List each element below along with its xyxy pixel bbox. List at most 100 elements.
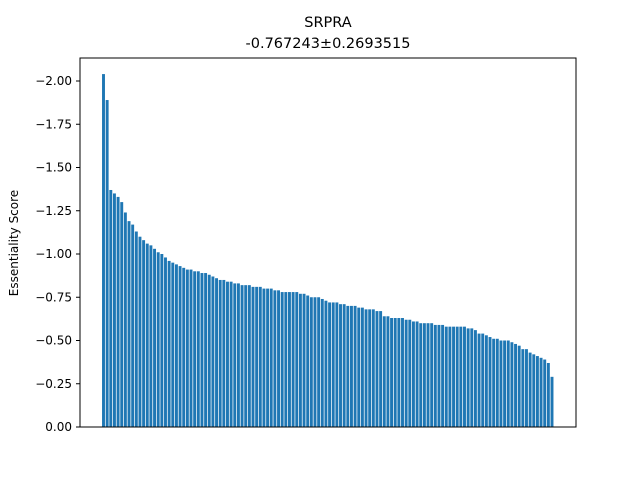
bar <box>215 278 218 427</box>
bar <box>142 240 146 427</box>
chart-subtitle: -0.767243±0.2693515 <box>246 36 411 52</box>
bar <box>455 326 459 427</box>
bar <box>174 264 178 427</box>
bar <box>342 304 346 427</box>
bar <box>320 298 324 427</box>
y-tick-label: −2.00 <box>35 74 72 88</box>
bar <box>277 290 280 427</box>
bar <box>226 281 229 427</box>
bar <box>244 285 248 427</box>
bar <box>288 292 291 427</box>
bar <box>470 328 474 427</box>
bar <box>222 279 226 427</box>
y-axis: 0.00 −0.25 −0.50 −0.75 −1.00 −1.25 −1.50 −1.75 −… <box>35 74 80 434</box>
bar <box>149 245 153 427</box>
bar <box>309 297 313 427</box>
bar <box>521 349 525 427</box>
bar <box>153 248 157 427</box>
bar <box>379 311 383 427</box>
bar <box>298 293 302 427</box>
bar <box>401 318 404 427</box>
bar <box>233 283 237 427</box>
bar <box>422 323 426 427</box>
bar <box>481 333 485 427</box>
bar <box>382 316 386 427</box>
y-tick-label: −0.25 <box>35 377 72 391</box>
bar <box>517 345 521 427</box>
bar <box>262 288 266 427</box>
y-tick-label: 0.00 <box>45 420 72 434</box>
bar <box>499 340 503 427</box>
bar <box>200 273 204 427</box>
bar <box>255 286 259 427</box>
bar <box>189 269 193 427</box>
bar <box>123 212 127 427</box>
bar <box>532 354 536 427</box>
bar <box>229 281 233 427</box>
bar <box>415 321 419 427</box>
bar <box>236 283 240 427</box>
bar <box>506 340 510 427</box>
bar <box>331 302 335 427</box>
bar <box>127 221 131 427</box>
bar <box>109 189 113 427</box>
y-tick-label: −0.75 <box>35 290 72 304</box>
bar <box>284 292 288 427</box>
chart-title: SRPRA <box>304 15 352 31</box>
plot-frame <box>79 57 577 428</box>
bar <box>466 328 470 427</box>
bar <box>280 292 284 427</box>
bar <box>182 267 186 427</box>
bar <box>258 286 262 427</box>
bar <box>266 288 270 427</box>
bar <box>408 319 412 427</box>
bar <box>112 193 116 427</box>
bar <box>328 302 332 427</box>
bar <box>397 318 401 427</box>
bar <box>120 202 124 427</box>
bar <box>167 260 171 427</box>
y-tick-label: −0.50 <box>35 334 72 348</box>
bar <box>441 324 445 427</box>
bar <box>313 297 317 427</box>
bar <box>273 290 277 427</box>
bar <box>105 100 109 427</box>
bar <box>463 326 466 427</box>
bar <box>375 311 379 427</box>
bar <box>353 305 357 427</box>
bar <box>207 274 211 427</box>
bar <box>204 273 208 427</box>
bar <box>495 338 499 427</box>
bar <box>306 295 310 427</box>
bar <box>528 352 532 427</box>
bar <box>171 262 175 427</box>
bar <box>514 343 517 427</box>
bar <box>503 340 507 427</box>
bar <box>364 309 368 427</box>
bar <box>433 324 437 427</box>
bar <box>546 362 550 427</box>
bar <box>535 356 539 427</box>
bar <box>390 318 394 427</box>
bar <box>156 252 160 427</box>
bar <box>138 236 142 427</box>
bar <box>218 279 222 427</box>
bar <box>134 231 138 427</box>
bar <box>302 293 306 427</box>
bar <box>543 359 547 427</box>
bar <box>211 276 215 427</box>
bar <box>295 292 299 427</box>
bar <box>393 318 397 427</box>
bar <box>368 309 372 427</box>
bar <box>160 254 164 427</box>
bar <box>411 321 415 427</box>
bar <box>484 335 488 427</box>
bar <box>539 357 543 427</box>
y-tick-label: −1.00 <box>35 247 72 261</box>
bar <box>247 285 251 427</box>
bar <box>335 302 339 427</box>
y-axis-label: Essentiality Score <box>7 190 21 296</box>
bar <box>404 319 408 427</box>
bar <box>448 326 452 427</box>
bar <box>131 224 135 427</box>
